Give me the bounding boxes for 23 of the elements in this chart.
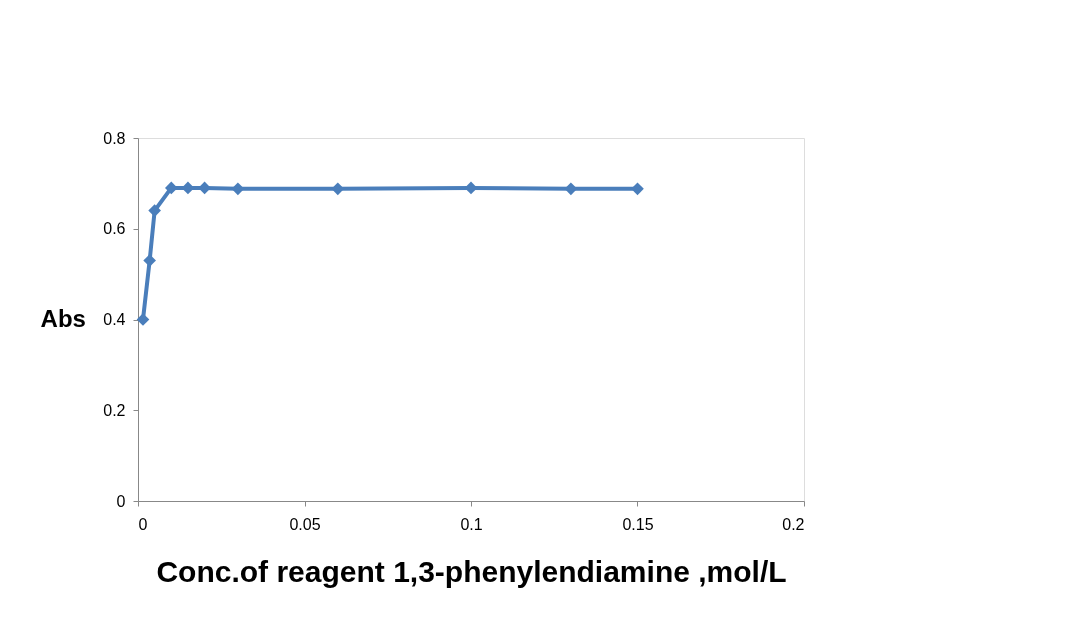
- x-tick-label: 0.1: [460, 515, 483, 533]
- x-tick-label: 0.2: [782, 515, 805, 533]
- y-tick-label: 0.2: [103, 401, 126, 419]
- x-tick-label: 0.05: [289, 515, 321, 533]
- point: [148, 204, 161, 217]
- x-tick-label: 0.15: [622, 515, 654, 533]
- y-tick-label: 0.6: [103, 220, 126, 238]
- y-tick-label: 0.8: [103, 129, 126, 147]
- y-tick-label: 0.4: [103, 311, 126, 328]
- point: [136, 313, 150, 326]
- point: [331, 182, 345, 196]
- point: [231, 182, 245, 196]
- y-tick-label: 0: [116, 492, 126, 510]
- point: [198, 181, 211, 195]
- point: [143, 254, 156, 267]
- point: [464, 181, 478, 195]
- point: [164, 181, 178, 195]
- point: [181, 181, 195, 195]
- x-axis-title: Conc.of reagent 1,3-phenylendiamine ,mol/L: [156, 554, 787, 588]
- point: [564, 182, 578, 196]
- point: [631, 182, 644, 196]
- x-tick-label: 0: [138, 515, 148, 533]
- y-axis-title: Abs: [40, 305, 86, 332]
